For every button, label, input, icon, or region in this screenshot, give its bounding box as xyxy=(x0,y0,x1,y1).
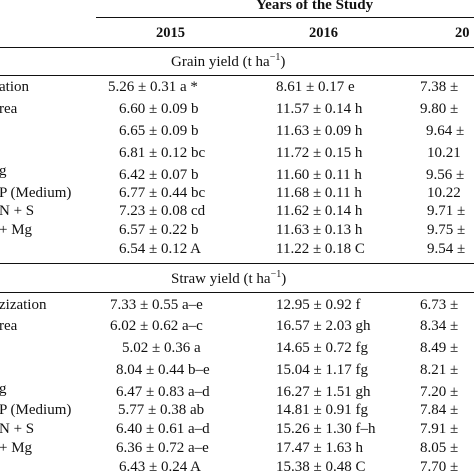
table-cell-2015: 6.40 ± 0.61 a–d xyxy=(116,421,210,437)
table-cell-2017: 9.75 ± xyxy=(427,222,466,238)
table-cell-2015: 6.60 ± 0.09 b xyxy=(119,101,199,117)
table-cell-2017: 7.38 ± xyxy=(420,79,459,95)
years-of-study-title: Years of the Study xyxy=(256,0,374,13)
table-cell-2015: 6.47 ± 0.83 a–d xyxy=(116,384,210,400)
year-2017-header: 20 xyxy=(455,25,470,41)
table-cell-2016: 11.60 ± 0.11 h xyxy=(276,167,362,183)
table-row-label: zization xyxy=(0,297,47,313)
header-bottom-rule xyxy=(0,47,474,48)
table-cell-2017: 9.56 ± xyxy=(426,167,465,183)
table-cell-2017: 7.84 ± xyxy=(420,402,459,418)
table-cell-2017: 8.34 ± xyxy=(420,318,459,334)
table-cell-2015: 5.26 ± 0.31 a * xyxy=(108,79,198,95)
table-cell-2015: 6.54 ± 0.12 A xyxy=(119,241,201,257)
section-divider-rule xyxy=(0,263,474,264)
table-row-label: ation xyxy=(0,79,29,95)
table-cell-2016: 15.38 ± 0.48 C xyxy=(276,459,366,475)
table-cell-2016: 11.57 ± 0.14 h xyxy=(276,101,363,117)
table-cell-2015: 7.23 ± 0.08 cd xyxy=(119,203,206,219)
table-cell-2016: 17.47 ± 1.63 h xyxy=(276,440,363,456)
table-cell-2017: 7.70 ± xyxy=(420,459,459,475)
table-cell-2016: 12.95 ± 0.92 f xyxy=(276,297,361,313)
table-cell-2015: 5.77 ± 0.38 ab xyxy=(118,402,205,418)
table-row-label: N + S xyxy=(0,421,35,437)
table-row-label: N + S xyxy=(0,203,35,219)
table-cell-2016: 14.81 ± 0.91 fg xyxy=(276,402,368,418)
table-cell-2016: 11.62 ± 0.14 h xyxy=(276,203,363,219)
table-cell-2017: 10.21 xyxy=(427,145,461,161)
table-cell-2015: 6.65 ± 0.09 b xyxy=(119,123,199,139)
header-top-rule xyxy=(96,17,474,18)
table-cell-2017: 9.64 ± xyxy=(426,123,465,139)
straw-yield-section-title: Straw yield (t ha−1) xyxy=(171,269,287,287)
table-row-label: rea xyxy=(0,318,18,334)
table-cell-2016: 11.68 ± 0.11 h xyxy=(276,185,362,201)
year-2016-header: 2016 xyxy=(309,25,338,41)
table-row-label: P (Medium) xyxy=(0,402,72,418)
table-cell-2017: 8.05 ± xyxy=(420,440,459,456)
table-cell-2015: 6.42 ± 0.07 b xyxy=(119,167,199,183)
table-cell-2016: 8.61 ± 0.17 e xyxy=(276,79,355,95)
table-row-label: g xyxy=(0,163,7,179)
table-row-label: P (Medium) xyxy=(0,185,72,201)
table-cell-2015: 8.04 ± 0.44 b–e xyxy=(116,362,210,378)
table-cell-2017: 6.73 ± xyxy=(420,297,459,313)
table-cell-2015: 7.33 ± 0.55 a–e xyxy=(110,297,203,313)
table-row-label: g xyxy=(0,381,7,397)
table-cell-2016: 14.65 ± 0.72 fg xyxy=(276,340,368,356)
table-cell-2017: 8.21 ± xyxy=(420,362,459,378)
table-cell-2016: 11.63 ± 0.09 h xyxy=(276,123,363,139)
table-cell-2017: 7.91 ± xyxy=(420,421,459,437)
table-cell-2015: 6.57 ± 0.22 b xyxy=(119,222,199,238)
table-row-label: + Mg xyxy=(0,440,33,456)
straw-section-rule xyxy=(0,292,474,293)
table-row-label: + Mg xyxy=(0,222,33,238)
table-cell-2016: 16.57 ± 2.03 gh xyxy=(276,318,371,334)
table-cell-2016: 15.04 ± 1.17 fg xyxy=(276,362,368,378)
table-cell-2015: 6.02 ± 0.62 a–c xyxy=(110,318,203,334)
table-cell-2017: 9.80 ± xyxy=(420,101,459,117)
grain-yield-section-title: Grain yield (t ha−1) xyxy=(171,52,286,70)
table-cell-2017: 9.71 ± xyxy=(427,203,466,219)
table-cell-2017: 9.54 ± xyxy=(427,241,466,257)
table-cell-2016: 16.27 ± 1.51 gh xyxy=(276,384,371,400)
table-cell-2016: 15.26 ± 1.30 f–h xyxy=(276,421,376,437)
table-cell-2016: 11.72 ± 0.15 h xyxy=(276,145,363,161)
table-row-label: rea xyxy=(0,101,18,117)
table-cell-2016: 11.63 ± 0.13 h xyxy=(276,222,363,238)
table-cell-2015: 6.36 ± 0.72 a–e xyxy=(116,440,209,456)
table-cell-2016: 11.22 ± 0.18 C xyxy=(276,241,365,257)
table-cell-2015: 6.43 ± 0.24 A xyxy=(119,459,201,475)
grain-section-rule xyxy=(0,75,474,76)
table-cell-2017: 10.22 xyxy=(427,185,461,201)
table-cell-2017: 7.20 ± xyxy=(420,384,459,400)
year-2015-header: 2015 xyxy=(156,25,185,41)
table-cell-2015: 6.77 ± 0.44 bc xyxy=(119,185,206,201)
table-cell-2017: 8.49 ± xyxy=(420,340,459,356)
table-cell-2015: 5.02 ± 0.36 a xyxy=(122,340,201,356)
table-cell-2015: 6.81 ± 0.12 bc xyxy=(119,145,206,161)
